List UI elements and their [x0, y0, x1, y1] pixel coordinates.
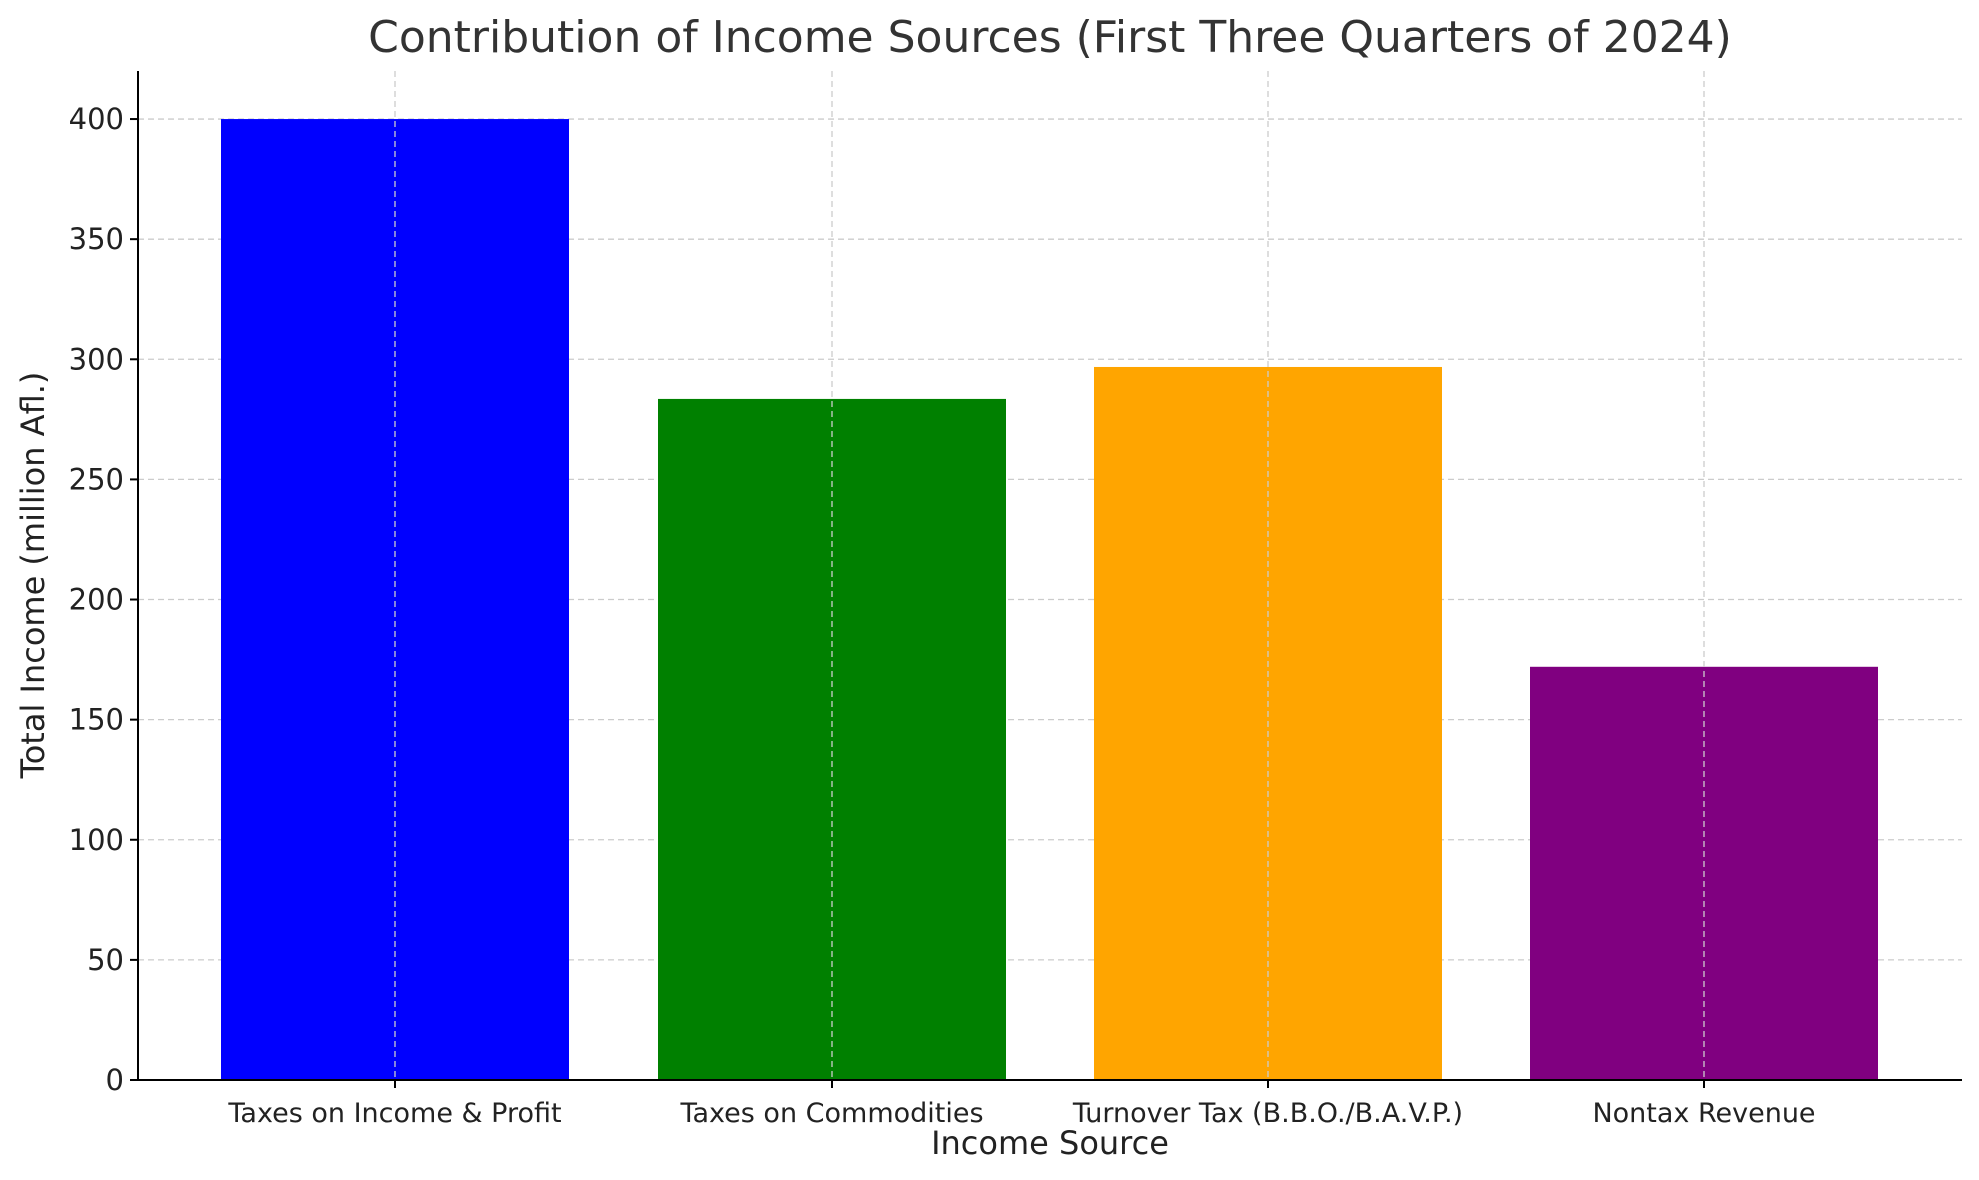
bar-taxes-on-income-profit: [221, 119, 569, 1081]
y-tick-label: 0: [106, 1063, 124, 1097]
y-tick-label: 250: [69, 462, 124, 496]
y-tick-label: 150: [69, 703, 124, 737]
y-tick-label: 50: [87, 943, 124, 977]
y-axis-label: Total Income (million Afl.): [14, 372, 52, 780]
v-gridlines: [394, 71, 1705, 1080]
x-tick-label: Taxes on Commodities: [679, 1098, 983, 1129]
x-axis-label: Income Source: [931, 1124, 1169, 1162]
chart-title: Contribution of Income Sources (First Th…: [368, 12, 1732, 63]
y-tick-labels: 0 50 100 150 200 250 300 350 400: [69, 102, 138, 1097]
y-tick-label: 300: [69, 342, 124, 376]
y-tick-label: 200: [69, 583, 124, 617]
x-tick-label: Taxes on Income & Profit: [227, 1098, 561, 1129]
y-tick-label: 100: [69, 823, 124, 857]
x-tick-label: Nontax Revenue: [1592, 1098, 1815, 1129]
x-tick-labels: Taxes on Income & Profit Taxes on Commodi…: [227, 1080, 1816, 1129]
bars: [221, 71, 1878, 1081]
y-tick-label: 350: [69, 222, 124, 256]
x-tick-label: Turnover Tax (B.B.O./B.A.V.P.): [1072, 1098, 1463, 1129]
y-tick-label: 400: [69, 102, 124, 136]
